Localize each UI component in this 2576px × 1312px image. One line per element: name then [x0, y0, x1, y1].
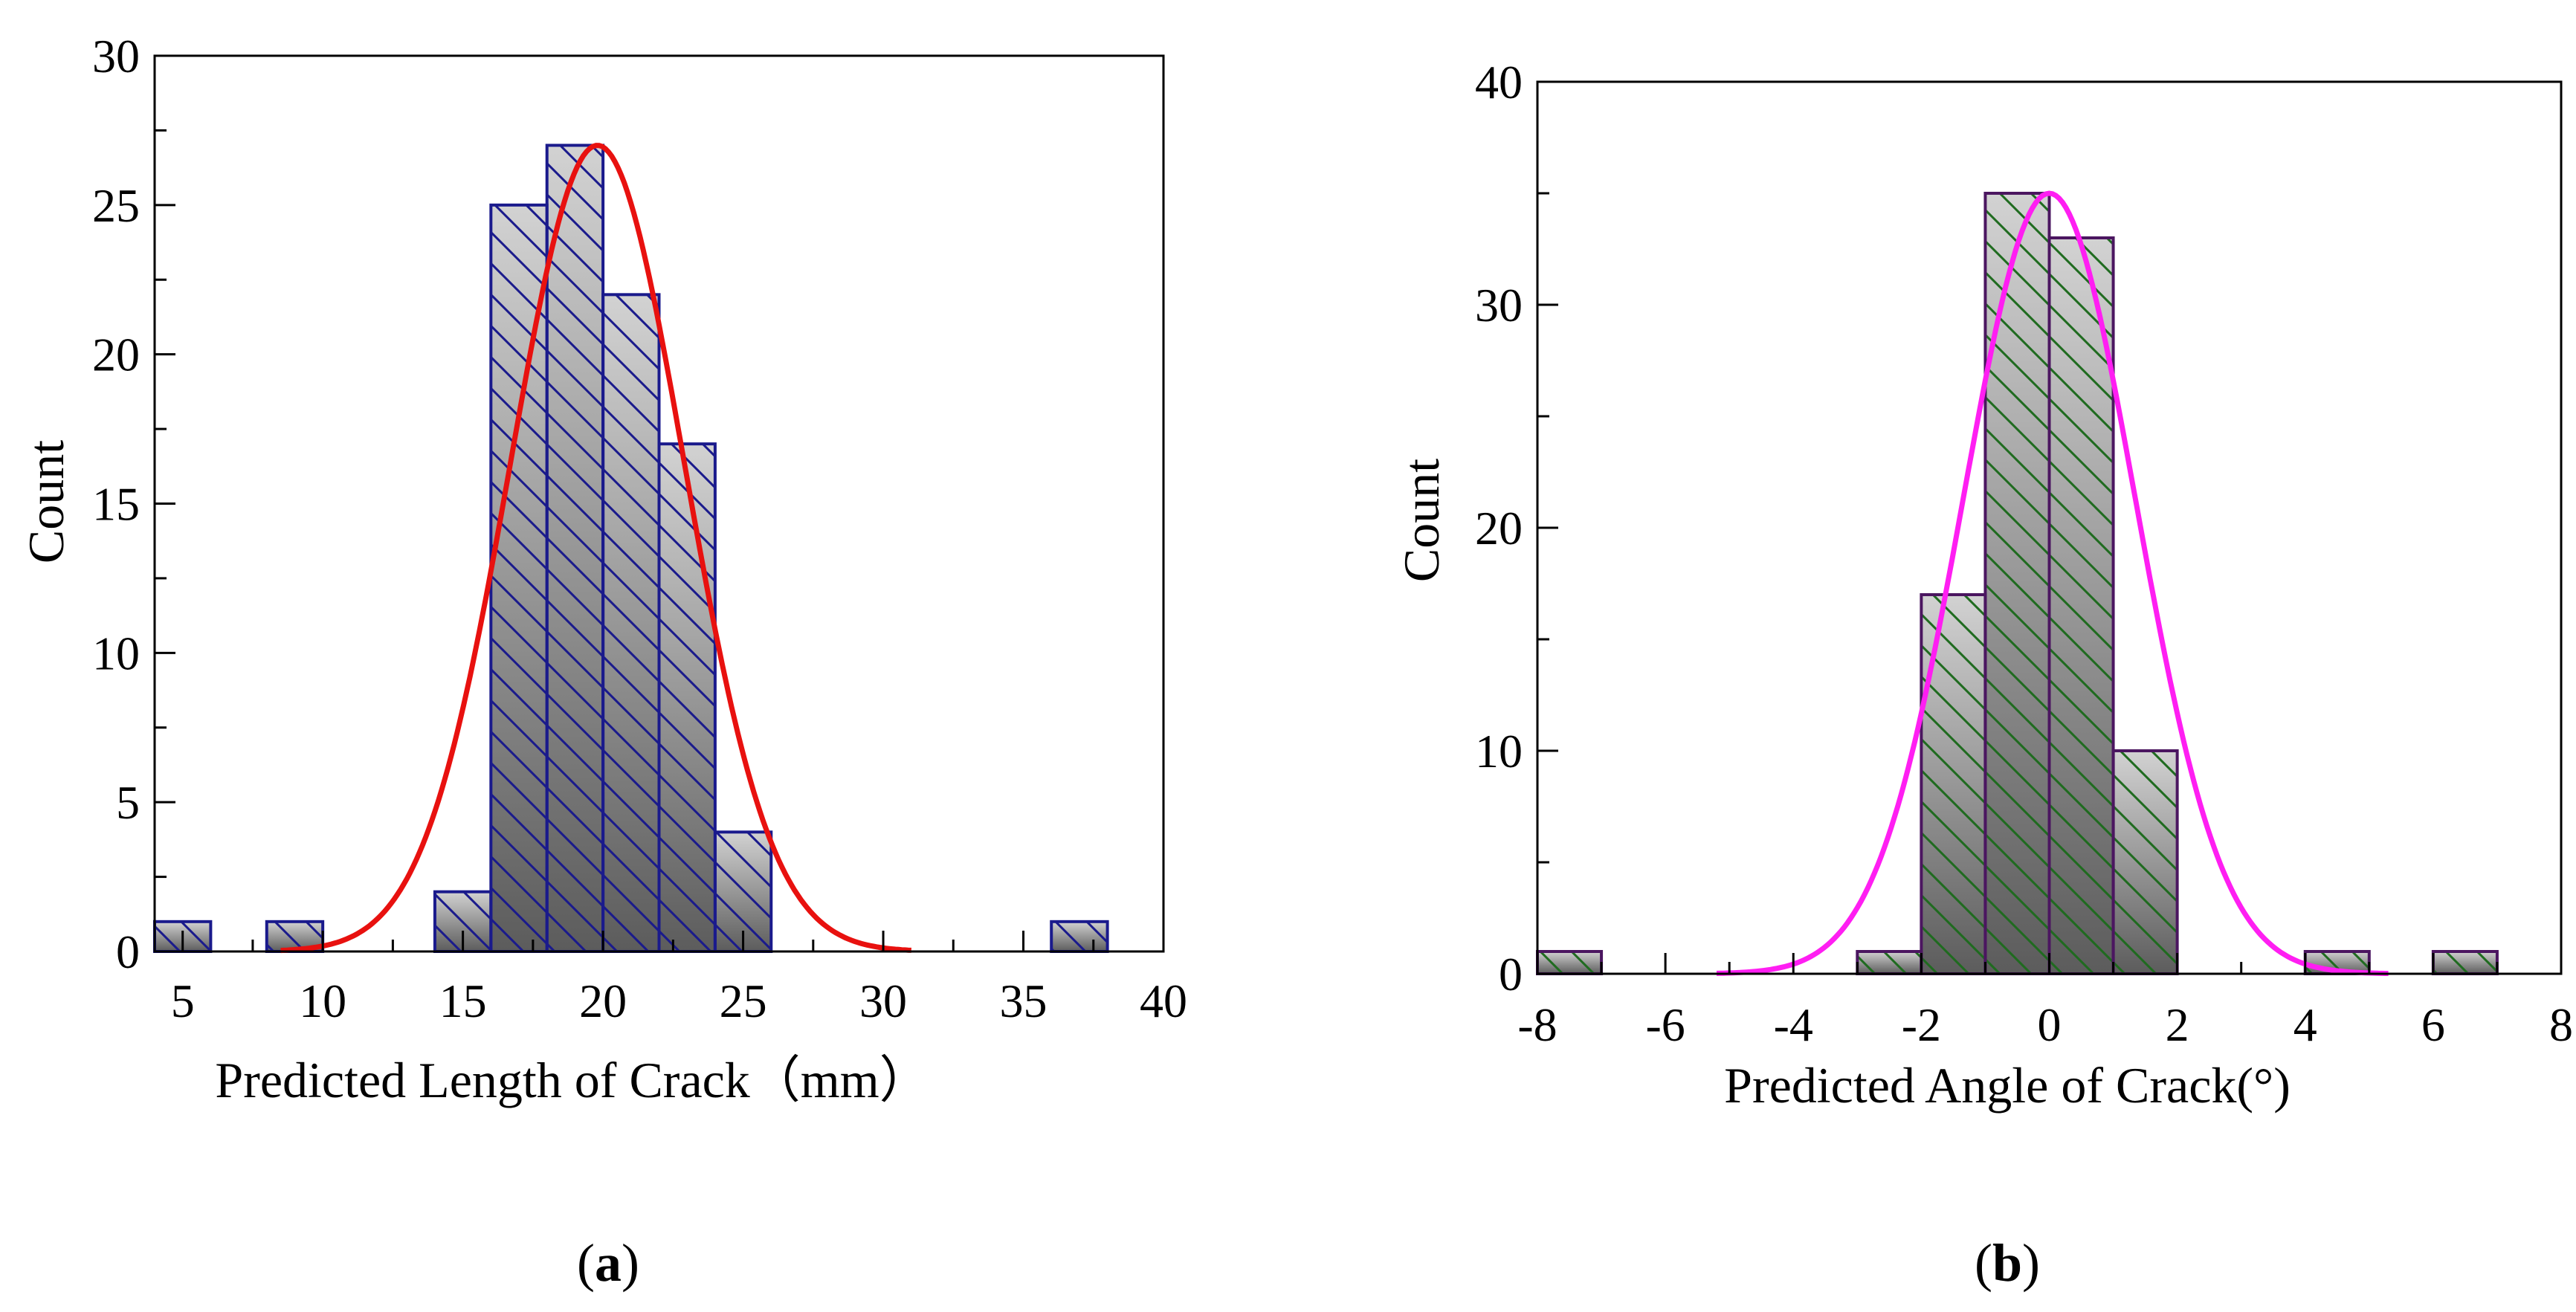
x-tick-label: 10: [299, 975, 346, 1027]
x-axis-title: Predicted Length of Crack（mm）: [215, 1052, 929, 1108]
y-axis-title: Count: [1393, 459, 1450, 582]
x-tick-label: -8: [1517, 998, 1557, 1051]
x-axis-ticks: -8 -6 -4 -2 0 2 4 6 8: [1517, 953, 2573, 1051]
panel-label-a: (a): [577, 1233, 639, 1293]
histogram-bar: [491, 204, 547, 951]
histogram-bar: [2113, 751, 2178, 974]
x-tick-label: 4: [2293, 998, 2317, 1051]
y-tick-label: 5: [116, 776, 140, 829]
x-tick-label: -6: [1645, 998, 1685, 1051]
bar-hatching: [155, 145, 1108, 952]
y-tick-label: 20: [1475, 502, 1523, 555]
chart-panel-b: -8 -6 -4 -2 0 2 4 6 8 0 10 20 30 40 Predicted Angle …: [1393, 56, 2573, 1293]
x-tick-label: 25: [720, 975, 767, 1027]
x-tick-label: 30: [859, 975, 907, 1027]
x-tick-label: 8: [2549, 998, 2573, 1051]
y-axis-ticks: 0 5 10 15 20 25 30: [92, 30, 175, 978]
x-tick-label: 35: [1000, 975, 1047, 1027]
histogram-bars: [153, 143, 1109, 954]
bar-hatching: [1537, 193, 2497, 974]
y-axis-ticks: 0 10 20 30 40: [1475, 56, 1558, 1001]
x-tick-label: 2: [2166, 998, 2189, 1051]
histogram-bar: [2049, 238, 2114, 974]
x-tick-label: 6: [2421, 998, 2445, 1051]
x-tick-label: 20: [579, 975, 627, 1027]
y-tick-label: 25: [92, 179, 140, 232]
x-axis-title: Predicted Angle of Crack(°): [1724, 1057, 2291, 1114]
normal-fit-curve: [1716, 190, 2389, 976]
normal-fit-curve: [280, 143, 911, 954]
y-tick-label: 30: [1475, 279, 1523, 332]
y-tick-label: 10: [1475, 725, 1523, 778]
y-tick-label: 15: [92, 478, 140, 531]
y-tick-label: 30: [92, 30, 140, 83]
y-tick-label: 10: [92, 627, 140, 679]
x-tick-label: 5: [171, 975, 195, 1027]
panel-label-b: (b): [1975, 1233, 2040, 1293]
x-tick-label: 15: [439, 975, 487, 1027]
y-axis-title: Count: [18, 440, 74, 563]
y-tick-label: 20: [92, 329, 140, 381]
y-tick-label: 40: [1475, 56, 1523, 109]
histogram-bar: [1857, 951, 1922, 974]
y-tick-label: 0: [1499, 948, 1523, 1001]
x-tick-label: 0: [2038, 998, 2062, 1051]
x-tick-label: 40: [1140, 975, 1187, 1027]
x-axis-ticks: 5 10 15 20 25 30 35 40: [171, 931, 1187, 1027]
x-tick-label: -4: [1774, 998, 1813, 1051]
x-tick-label: -2: [1902, 998, 1941, 1051]
histogram-bars: [1536, 192, 2499, 975]
y-tick-label: 0: [116, 925, 140, 978]
